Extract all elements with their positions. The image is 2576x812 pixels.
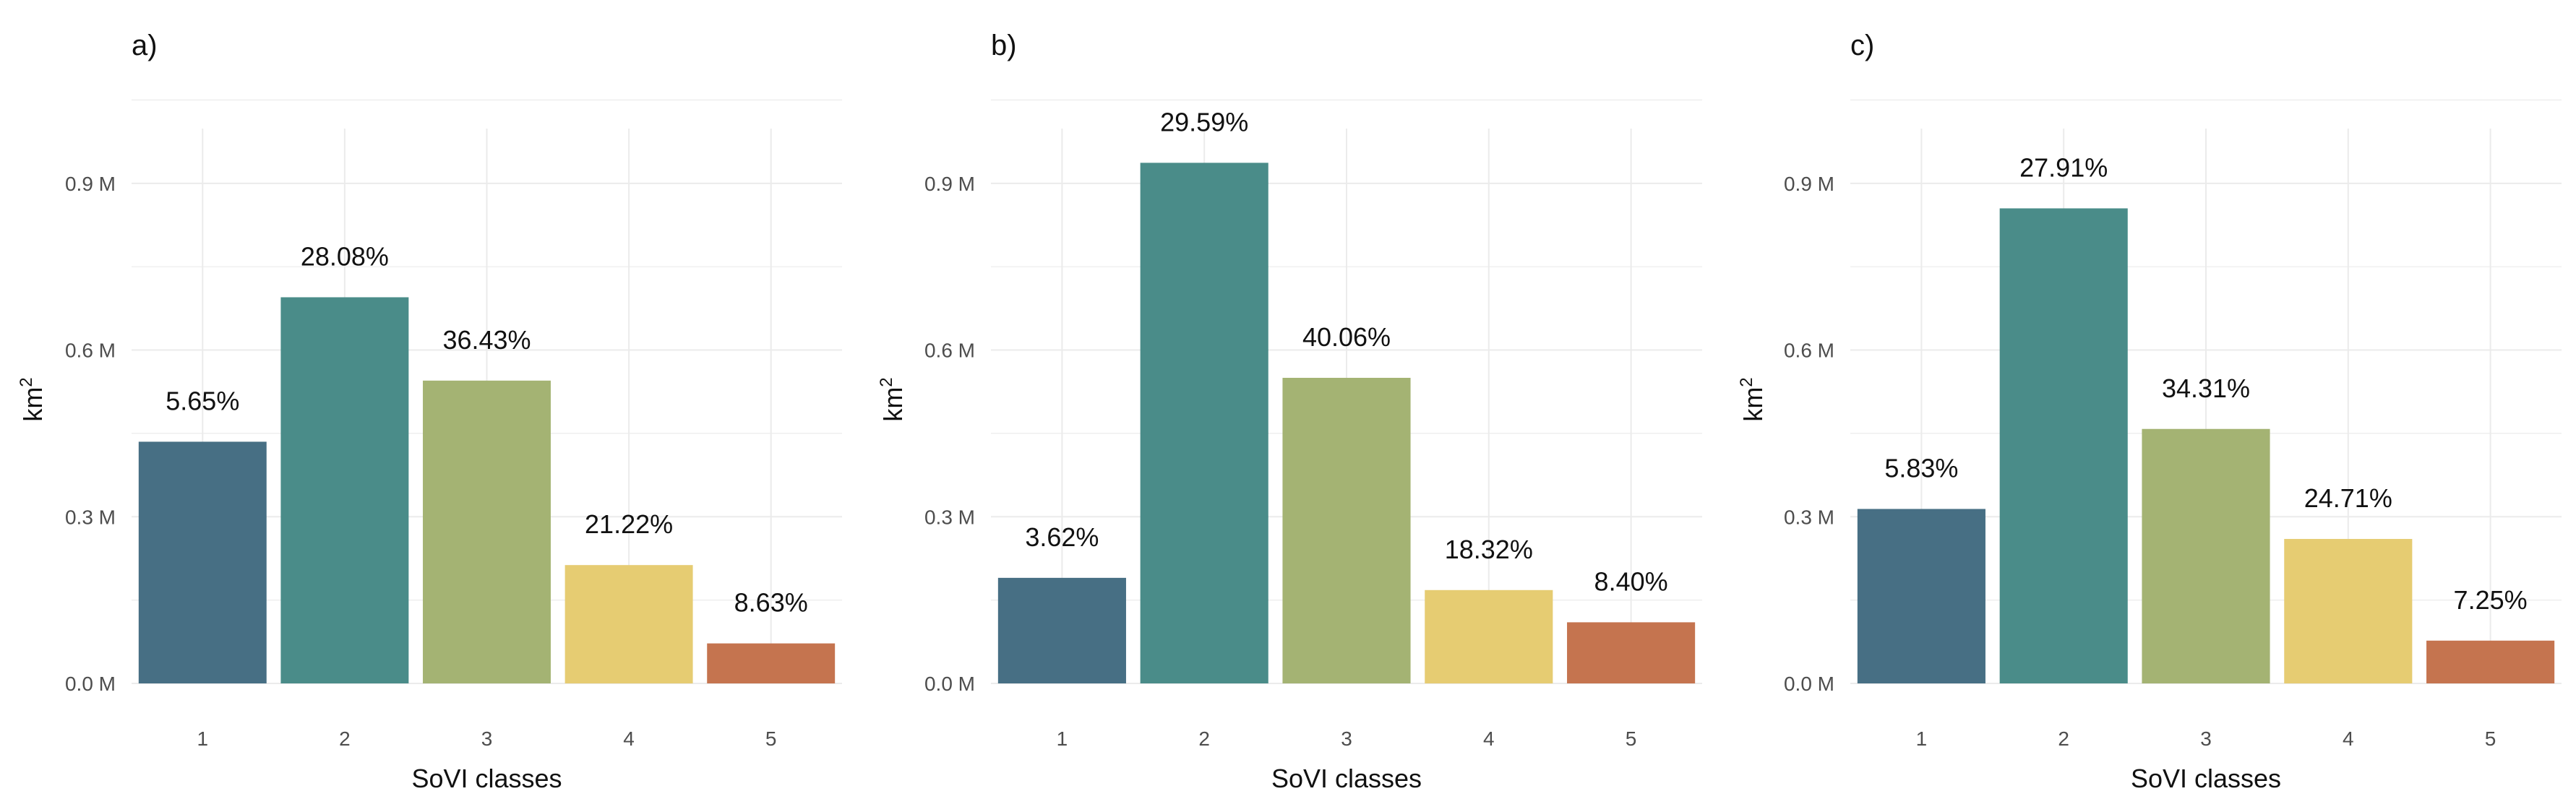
y-tick-label: 0.6 M bbox=[65, 340, 116, 362]
bar-value-label: 5.83% bbox=[1884, 454, 1958, 483]
bar-value-label: 29.59% bbox=[1160, 107, 1248, 137]
bar-class-3 bbox=[423, 380, 551, 683]
x-tick-label: 1 bbox=[197, 727, 209, 750]
x-tick-label: 4 bbox=[2343, 727, 2354, 750]
x-tick-label: 4 bbox=[1483, 727, 1495, 750]
bar-value-label: 34.31% bbox=[2162, 373, 2250, 403]
y-tick-label: 0.3 M bbox=[65, 506, 116, 528]
y-tick-label: 0.6 M bbox=[1784, 340, 1834, 362]
x-axis-title: SoVI classes bbox=[1271, 764, 1422, 793]
x-tick-label: 2 bbox=[2058, 727, 2069, 750]
x-tick-label: 1 bbox=[1057, 727, 1068, 750]
y-tick-label: 0.9 M bbox=[924, 173, 975, 195]
x-axis-title: SoVI classes bbox=[2131, 764, 2281, 793]
x-tick-label: 5 bbox=[2485, 727, 2496, 750]
y-tick-label: 0.0 M bbox=[65, 673, 116, 695]
bar-value-label: 5.65% bbox=[166, 386, 239, 415]
x-tick-label: 2 bbox=[1198, 727, 1210, 750]
x-tick-label: 2 bbox=[339, 727, 351, 750]
chart-panel-2: 0.0 M 0.3 M 0.6 M 0.9 M 3.62% 1 29.59% 2 40.06% 3… bbox=[877, 30, 1702, 793]
y-axis-title: km2 bbox=[17, 377, 48, 421]
panel-tag: a) bbox=[132, 30, 158, 61]
bar-value-label: 7.25% bbox=[2454, 585, 2528, 615]
bar-class-1 bbox=[1857, 509, 1985, 683]
y-axis-title: km2 bbox=[1737, 377, 1768, 421]
bar-value-label: 27.91% bbox=[2019, 152, 2108, 182]
panel-tag: c) bbox=[1850, 30, 1874, 61]
chart-panel-3: 0.0 M 0.3 M 0.6 M 0.9 M 5.83% 1 27.91% 2 34.31% 3… bbox=[1737, 30, 2562, 793]
bar-class-4 bbox=[564, 565, 693, 683]
x-axis-title: SoVI classes bbox=[411, 764, 562, 793]
bar-value-label: 8.40% bbox=[1594, 566, 1668, 596]
y-axis-title: km2 bbox=[877, 377, 908, 421]
bar-value-label: 18.32% bbox=[1445, 535, 1533, 564]
bar-value-label: 24.71% bbox=[2304, 483, 2392, 513]
x-tick-label: 5 bbox=[765, 727, 777, 750]
bar-class-1 bbox=[138, 441, 267, 683]
bar-class-3 bbox=[1282, 378, 1411, 683]
bar-value-label: 21.22% bbox=[585, 509, 673, 539]
bar-class-2 bbox=[1999, 208, 2128, 684]
bar-class-5 bbox=[2426, 640, 2555, 683]
bar-class-5 bbox=[707, 643, 836, 683]
y-tick-label: 0.0 M bbox=[1784, 673, 1834, 695]
x-tick-label: 3 bbox=[2200, 727, 2212, 750]
bar-value-label: 40.06% bbox=[1302, 322, 1391, 352]
y-tick-label: 0.9 M bbox=[1784, 173, 1834, 195]
bar-value-label: 36.43% bbox=[442, 325, 531, 355]
bar-class-1 bbox=[997, 577, 1126, 683]
bar-class-4 bbox=[1425, 589, 1553, 683]
bar-class-2 bbox=[1140, 163, 1268, 683]
chart-panel-1: 0.0 M 0.3 M 0.6 M 0.9 M 5.65% 1 28.08% 2 36.43% 3… bbox=[17, 30, 842, 793]
x-tick-label: 3 bbox=[1341, 727, 1352, 750]
x-tick-label: 5 bbox=[1626, 727, 1637, 750]
panel-tag: b) bbox=[991, 30, 1017, 61]
bar-class-3 bbox=[2142, 428, 2270, 683]
y-tick-label: 0.6 M bbox=[924, 340, 975, 362]
x-tick-label: 3 bbox=[481, 727, 493, 750]
bar-class-2 bbox=[280, 297, 409, 683]
bar-value-label: 3.62% bbox=[1025, 522, 1099, 552]
bar-value-label: 28.08% bbox=[301, 241, 389, 271]
x-tick-label: 1 bbox=[1916, 727, 1928, 750]
y-tick-label: 0.9 M bbox=[65, 173, 116, 195]
bar-value-label: 8.63% bbox=[734, 588, 808, 618]
y-tick-label: 0.3 M bbox=[924, 506, 975, 528]
y-tick-label: 0.0 M bbox=[924, 673, 975, 695]
bar-class-5 bbox=[1567, 622, 1696, 683]
bar-class-4 bbox=[2284, 539, 2413, 683]
x-tick-label: 4 bbox=[623, 727, 635, 750]
y-tick-label: 0.3 M bbox=[1784, 506, 1834, 528]
